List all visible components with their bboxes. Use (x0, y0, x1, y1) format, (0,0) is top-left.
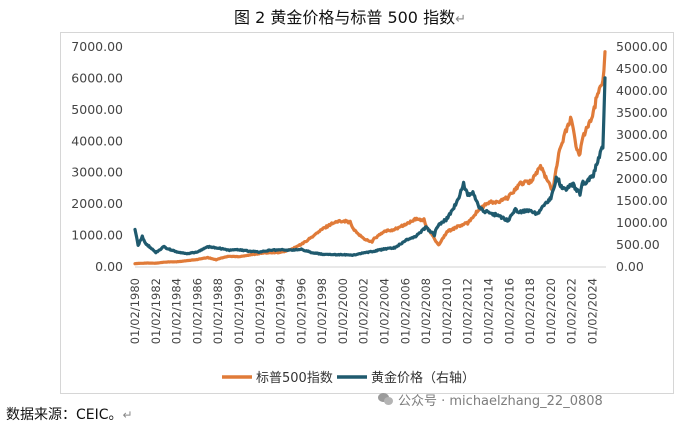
x-tick-label: 01/02/2006 (398, 278, 412, 344)
x-tick-label: 01/02/2008 (419, 278, 433, 344)
data-source-text: 数据来源：CEIC。 (6, 407, 123, 423)
x-tick-label: 01/02/2000 (336, 278, 350, 344)
data-source-note: 数据来源：CEIC。↵ (6, 404, 133, 424)
gold-price-line (133, 76, 607, 257)
wechat-icon (378, 393, 394, 406)
right-y-tick-label: 4000.00 (616, 83, 668, 98)
watermark: 公众号 · michaelzhang_22_0808 (378, 390, 603, 409)
left-y-tick-label: 6000.00 (71, 70, 123, 85)
return-mark: ↵ (122, 408, 133, 422)
x-tick-label: 01/02/1984 (170, 278, 184, 344)
watermark-text: 公众号 · michaelzhang_22_0808 (398, 394, 603, 409)
x-tick-label: 01/02/1994 (274, 278, 288, 344)
x-tick-label: 01/02/2016 (502, 278, 516, 344)
left-y-tick-label: 5000.00 (71, 102, 123, 117)
left-y-tick-label: 0.00 (95, 259, 123, 274)
right-y-tick-label: 4500.00 (616, 61, 668, 76)
x-tick-label: 01/02/2004 (378, 278, 392, 344)
left-y-tick-label: 3000.00 (71, 165, 123, 180)
x-tick-label: 01/02/2020 (544, 278, 558, 344)
left-y-tick-label: 1000.00 (71, 228, 123, 243)
x-tick-label: 01/02/1988 (211, 278, 225, 344)
chart-frame (60, 32, 674, 394)
x-tick-label: 01/02/1980 (128, 278, 142, 344)
left-y-tick-label: 7000.00 (71, 39, 123, 54)
right-y-tick-label: 5000.00 (616, 39, 668, 54)
right-y-tick-label: 2000.00 (616, 171, 668, 186)
x-tick-label: 01/02/2012 (461, 278, 475, 344)
right-y-tick-label: 0.00 (616, 259, 644, 274)
chart-title-text: 图 2 黄金价格与标普 500 指数 (234, 8, 456, 27)
return-mark: ↵ (455, 12, 466, 27)
right-y-tick-label: 3000.00 (616, 127, 668, 142)
x-tick-label: 01/02/1992 (253, 278, 267, 344)
chart-title: 图 2 黄金价格与标普 500 指数↵ (0, 4, 700, 28)
right-y-tick-label: 2500.00 (616, 149, 668, 164)
x-tick-label: 01/02/1996 (294, 278, 308, 344)
x-tick-label: 01/02/1990 (232, 278, 246, 344)
x-tick-label: 01/02/1998 (315, 278, 329, 344)
x-tick-label: 01/02/2022 (565, 278, 579, 344)
x-tick-label: 01/02/2010 (440, 278, 454, 344)
legend-label-sp500: 标普500指数 (256, 371, 333, 386)
right-y-tick-label: 3500.00 (616, 105, 668, 120)
x-tick-label: 01/02/1986 (190, 278, 204, 344)
x-tick-label: 01/02/1982 (149, 278, 163, 344)
left-y-tick-label: 2000.00 (71, 196, 123, 211)
x-tick-label: 01/02/2024 (585, 278, 599, 344)
right-y-tick-label: 1500.00 (616, 193, 668, 208)
legend-label-gold: 黄金价格（右轴） (371, 370, 475, 386)
right-y-tick-label: 500.00 (616, 237, 660, 252)
sp500-line (133, 50, 607, 266)
right-y-tick-label: 1000.00 (616, 215, 668, 230)
x-tick-label: 01/02/2014 (482, 278, 496, 344)
x-tick-label: 01/02/2002 (357, 278, 371, 344)
x-tick-label: 01/02/2018 (523, 278, 537, 344)
left-y-tick-label: 4000.00 (71, 133, 123, 148)
